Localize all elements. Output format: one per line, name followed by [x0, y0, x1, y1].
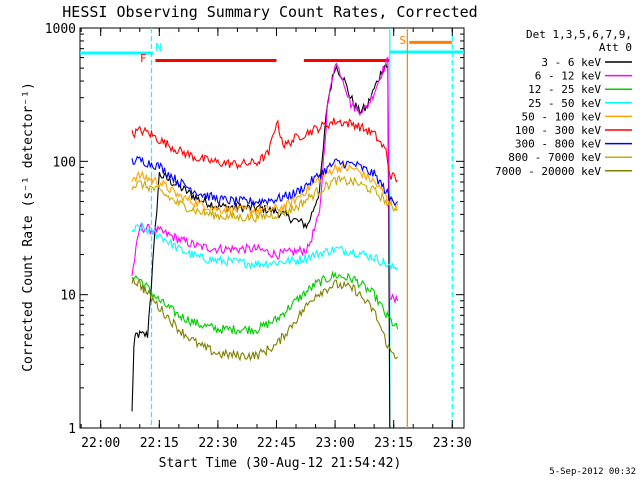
- flag-label-s: S: [399, 34, 406, 47]
- series-line-1: [131, 56, 399, 305]
- data-series: [131, 56, 399, 429]
- legend-label-6: 300 - 800 keV: [515, 138, 601, 151]
- axes: 22:00 22:15 22:30 22:45 23:00 23:15 23:30 1 10 10…: [45, 22, 472, 451]
- x-axis-label: Start Time (30-Aug-12 21:54:42): [159, 456, 402, 471]
- x-tick-label-3: 22:45: [257, 436, 296, 451]
- legend-label-8: 7000 - 20000 keV: [495, 165, 601, 178]
- x-tick-label-1: 22:15: [140, 436, 179, 451]
- legend-header-line-2: Att 0: [599, 41, 632, 54]
- legend-label-1: 6 - 12 keV: [535, 70, 602, 83]
- chart-title: HESSI Observing Summary Count Rates, Cor…: [62, 3, 477, 21]
- x-tick-label-0: 22:00: [81, 436, 120, 451]
- plot-area-border: [79, 27, 465, 429]
- series-line-4: [131, 162, 399, 217]
- y-tick-label-3: 1000: [45, 22, 76, 37]
- series-line-6: [131, 155, 398, 207]
- observing-flags: NF S: [80, 34, 464, 65]
- x-tick-label-4: 23:00: [316, 436, 355, 451]
- series-line-8: [131, 277, 399, 362]
- x-tick-label-2: 22:30: [198, 436, 237, 451]
- x-tick-label-5: 23:15: [374, 436, 413, 451]
- legend-label-2: 12 - 25 keV: [528, 83, 601, 96]
- series-line-7: [131, 174, 399, 224]
- flag-label-f: F: [140, 52, 147, 65]
- legend-label-5: 100 - 300 keV: [515, 124, 601, 137]
- y-axis-label: Corrected Count Rate (s⁻¹ detector⁻¹): [21, 82, 36, 372]
- x-tick-label-6: 23:30: [433, 436, 472, 451]
- series-line-0: [131, 62, 394, 429]
- marker-lines: [150, 28, 453, 428]
- y-tick-label-0: 1: [68, 422, 76, 437]
- legend-header-line-1: Det 1,3,5,6,7,9,: [526, 28, 632, 41]
- legend-label-4: 50 - 100 keV: [522, 110, 602, 123]
- legend-label-3: 25 - 50 keV: [528, 97, 601, 110]
- legend-label-0: 3 - 6 keV: [541, 56, 601, 69]
- footer-date: 5-Sep-2012 00:32: [549, 467, 636, 477]
- y-tick-label-1: 10: [60, 289, 76, 304]
- series-line-2: [131, 270, 399, 336]
- y-tick-label-2: 100: [53, 155, 76, 170]
- series-line-3: [131, 221, 399, 271]
- legend-label-7: 800 - 7000 keV: [508, 151, 601, 164]
- flag-label-n: N: [155, 41, 162, 54]
- plot-frame: [79, 27, 465, 429]
- series-line-5: [131, 117, 398, 183]
